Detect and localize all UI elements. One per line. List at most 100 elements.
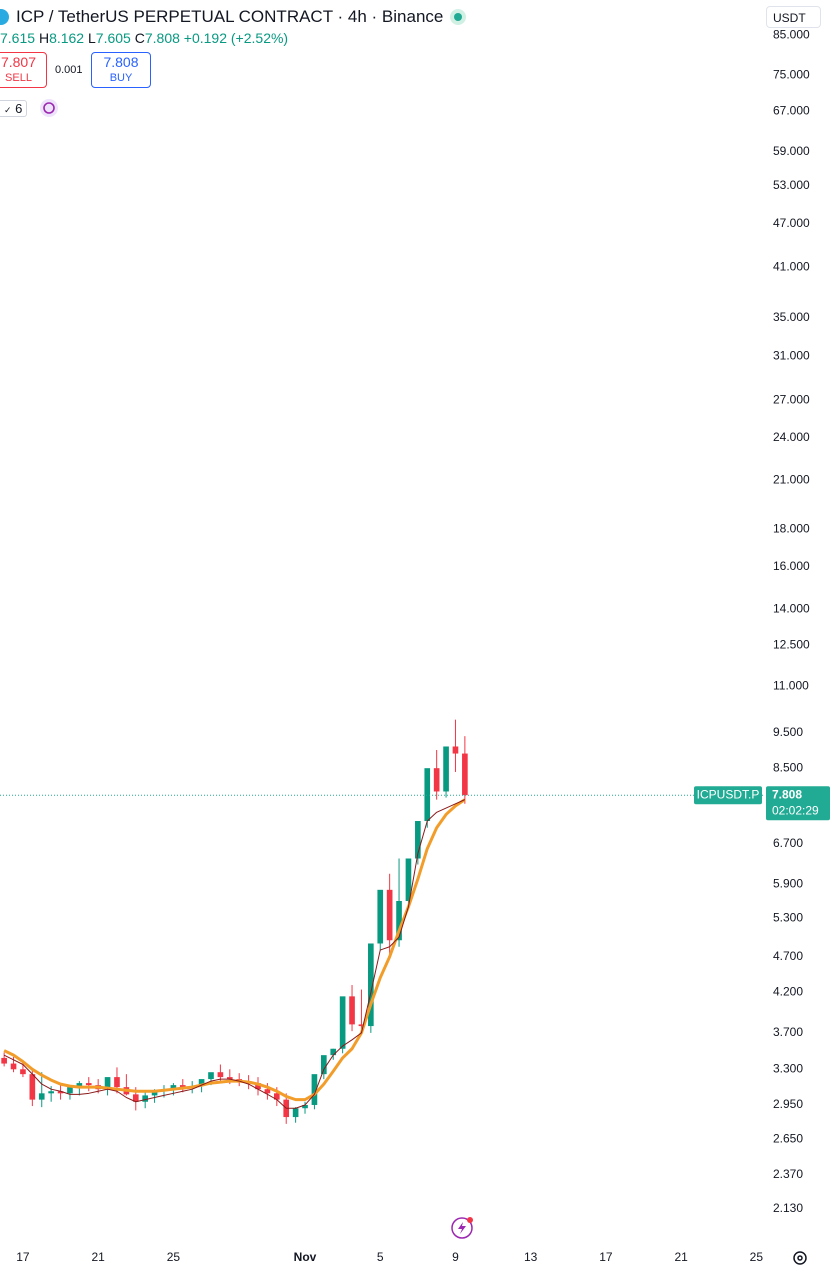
candle-body (424, 768, 431, 822)
x-tick-label: 17 (599, 1250, 613, 1264)
y-tick-label: 12.500 (773, 638, 810, 652)
candle-body (339, 996, 346, 1049)
symbol-tag (694, 786, 762, 805)
y-tick-label: 67.000 (773, 103, 810, 117)
high-label: H (38, 30, 50, 46)
status-icon[interactable] (449, 8, 467, 26)
candle-body (57, 1091, 64, 1094)
y-tick-label: 6.700 (773, 836, 803, 850)
candle-body (114, 1077, 120, 1088)
candle-body (415, 821, 421, 859)
y-tick-label: 3.700 (773, 1025, 803, 1039)
y-tick-label: 2.370 (773, 1167, 803, 1181)
y-tick-label: 5.900 (773, 877, 803, 891)
y-tick-label: 53.000 (773, 178, 810, 192)
x-tick-label: 25 (750, 1250, 764, 1264)
symbol-icon (0, 9, 9, 25)
candle-body (10, 1063, 17, 1070)
y-tick-label: 4.700 (773, 949, 803, 963)
candle-body (311, 1074, 318, 1105)
candle-body (302, 1104, 308, 1109)
y-tick-label: 75.000 (773, 67, 810, 81)
indicator-count[interactable]: ✓ 6 (0, 100, 28, 117)
y-tick-label: 35.000 (773, 310, 810, 324)
buy-label: BUY (109, 72, 133, 84)
price-axis (765, 0, 831, 1270)
candle-body (405, 858, 412, 901)
candle-body (76, 1083, 83, 1088)
candle-body (67, 1087, 73, 1094)
y-tick-label: 21.000 (773, 473, 810, 487)
refresh-icon[interactable] (39, 98, 59, 118)
currency-selector[interactable]: USDT (766, 6, 821, 28)
settings-icon[interactable] (790, 1248, 810, 1268)
y-tick-label: 11.000 (773, 678, 809, 692)
candle-body (462, 753, 468, 796)
buy-button[interactable]: 7.808 BUY (91, 52, 151, 88)
indicator-count-value: 6 (15, 101, 23, 116)
candle-body (321, 1055, 327, 1075)
candle-body (443, 746, 449, 792)
candle-body (170, 1085, 177, 1090)
candle-body (48, 1091, 54, 1094)
candle-body (433, 768, 440, 792)
x-tick-label: 21 (674, 1250, 688, 1264)
candle-body (179, 1085, 186, 1088)
close-label: C (134, 30, 145, 46)
candle-body (255, 1083, 261, 1090)
y-tick-label: 41.000 (773, 260, 810, 274)
x-tick-label: 13 (524, 1250, 538, 1264)
y-tick-label: 14.000 (773, 602, 810, 616)
symbol-tag-label: ICPUSDT.P (697, 787, 760, 801)
price-tag (766, 786, 830, 821)
spread: 0.001 (55, 64, 83, 76)
candle-body (226, 1077, 233, 1080)
change-value: +0.192 (+2.52%) (183, 30, 289, 46)
candle-body (208, 1072, 214, 1080)
candle-body (264, 1089, 271, 1094)
ohlc-legend: 7.615 H8.162 L7.605 C7.808 +0.192 (+2.52… (0, 30, 288, 46)
candle-body (198, 1079, 205, 1087)
candle-body (1, 1057, 7, 1064)
sell-price: 7.807 (0, 54, 37, 70)
buy-price: 7.808 (103, 54, 139, 70)
candle-body (38, 1093, 45, 1100)
candle-body (29, 1074, 36, 1100)
y-tick-label: 4.200 (773, 985, 803, 999)
x-tick-label: 21 (91, 1250, 105, 1264)
open-value: 7.615 (0, 30, 36, 46)
candle-body (349, 996, 355, 1025)
y-tick-label: 24.000 (773, 430, 810, 444)
y-tick-label: 59.000 (773, 144, 810, 158)
price-tag-value: 7.808 (772, 787, 802, 801)
chart-title: ICP / TetherUS PERPETUAL CONTRACT · 4h ·… (16, 7, 444, 26)
y-tick-label: 5.300 (773, 911, 803, 925)
x-tick-label: 5 (377, 1250, 384, 1264)
candle-body (273, 1093, 280, 1100)
symbol-header: ICP / TetherUS PERPETUAL CONTRACT · 4h ·… (0, 7, 467, 27)
y-tick-label: 85.000 (773, 28, 810, 42)
y-tick-label: 8.500 (773, 760, 803, 774)
moving-average (3, 799, 466, 1109)
candle-body (330, 1048, 337, 1056)
candle-body (452, 746, 459, 754)
y-tick-label: 2.950 (773, 1097, 803, 1111)
lightning-icon[interactable] (450, 1216, 474, 1240)
y-tick-label: 27.000 (773, 393, 810, 407)
low-value: 7.605 (95, 30, 131, 46)
x-tick-label: 9 (452, 1250, 459, 1264)
close-value: 7.808 (144, 30, 180, 46)
candle-body (217, 1072, 224, 1078)
y-tick-label: 2.130 (773, 1201, 803, 1215)
high-value: 8.162 (49, 30, 85, 46)
candle-body (396, 900, 402, 941)
candle-body (386, 889, 393, 941)
candle-body (142, 1095, 148, 1102)
candle-body (151, 1091, 158, 1096)
low-label: L (88, 30, 96, 46)
x-tick-label: 17 (16, 1250, 30, 1264)
candle-body (358, 1024, 365, 1027)
sell-button[interactable]: 7.807 SELL (0, 52, 47, 88)
candle-body (292, 1108, 299, 1118)
